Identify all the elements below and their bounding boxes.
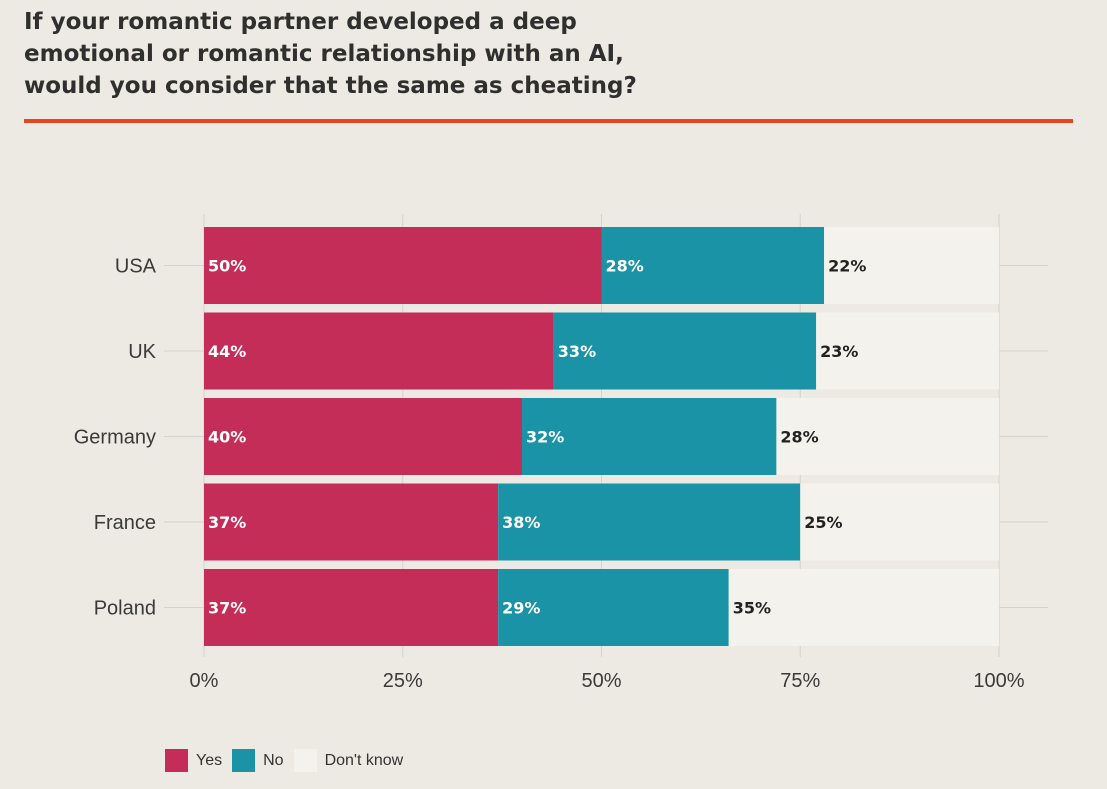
category-label: Germany: [74, 427, 156, 449]
chart-title-line: would you consider that the same as chea…: [24, 73, 637, 99]
x-tick-label: 0%: [190, 670, 219, 692]
data-label: 22%: [828, 257, 866, 276]
data-label: 38%: [502, 513, 540, 532]
legend-swatch-dont-know: [293, 749, 317, 772]
bar-yes-usa: [204, 227, 602, 304]
data-label: 40%: [208, 428, 246, 447]
data-label: 50%: [208, 257, 246, 276]
bar-yes-poland: [204, 569, 499, 646]
data-label: 35%: [733, 599, 771, 618]
data-label: 29%: [502, 599, 540, 618]
bar-don-t-know-uk: [816, 312, 999, 390]
legend-item-dont-know: Don't know: [293, 749, 404, 772]
bar-don-t-know-poland: [728, 569, 999, 646]
data-label: 28%: [606, 257, 644, 276]
bar-yes-germany: [204, 398, 522, 475]
data-label: 25%: [804, 513, 842, 532]
category-label: France: [94, 512, 156, 534]
category-label: USA: [115, 256, 157, 278]
x-tick-label: 50%: [581, 670, 621, 692]
data-label: 28%: [780, 428, 818, 447]
chart-title: If your romantic partner developed a dee…: [24, 6, 1084, 102]
category-label: UK: [128, 341, 156, 363]
legend-label-no: No: [263, 751, 284, 769]
bar-no-france: [498, 483, 801, 561]
category-label: Poland: [94, 598, 156, 620]
data-label: 23%: [820, 342, 858, 361]
bar-no-germany: [522, 398, 777, 475]
x-tick-label: 75%: [780, 670, 820, 692]
legend-swatch-yes: [165, 749, 188, 772]
stacked-bar-chart: 50% 28% 22% USA 44% 33% 23% UK 40% 32% 28% Germany 3…: [74, 214, 1048, 692]
bar-yes-uk: [204, 312, 554, 390]
legend-label-dont-know: Don't know: [324, 751, 404, 769]
data-label: 37%: [208, 599, 246, 618]
chart-title-line: emotional or romantic relationship with …: [24, 41, 624, 67]
bar-no-poland: [498, 569, 729, 646]
x-tick-label: 25%: [383, 670, 423, 692]
x-tick-label: 100%: [973, 670, 1024, 692]
data-label: 33%: [558, 342, 596, 361]
legend-label-yes: Yes: [196, 751, 223, 769]
bar-don-t-know-france: [800, 483, 999, 561]
legend-item-no: No: [232, 749, 284, 772]
bar-no-usa: [601, 227, 825, 304]
data-label: 44%: [208, 342, 246, 361]
title-underline: [24, 119, 1073, 123]
bar-don-t-know-germany: [776, 398, 999, 475]
data-label: 37%: [208, 513, 246, 532]
chart-title-line: If your romantic partner developed a dee…: [24, 9, 577, 35]
legend-item-yes: Yes: [165, 749, 222, 772]
bar-no-uk: [553, 312, 817, 390]
data-label: 32%: [526, 428, 564, 447]
bar-don-t-know-usa: [824, 227, 999, 304]
legend: Yes No Don't know: [165, 749, 413, 772]
legend-swatch-no: [232, 749, 256, 772]
bar-yes-france: [204, 483, 499, 561]
